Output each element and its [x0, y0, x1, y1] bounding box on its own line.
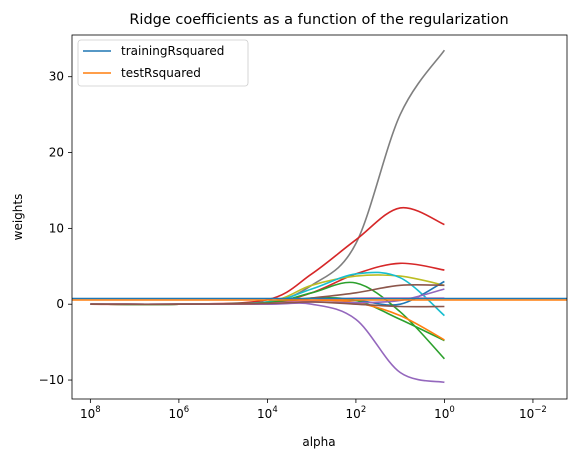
y-axis-ticks: −10 0 10 20 30	[39, 70, 72, 387]
x-axis-label: alpha	[302, 435, 335, 449]
y-tick-label-3: 20	[49, 146, 64, 160]
x-tick-label-5: 10−2	[519, 405, 547, 421]
y-tick-label-1: 0	[56, 297, 64, 311]
y-tick-label-0: −10	[39, 373, 64, 387]
x-tick-label-1: 106	[169, 405, 190, 421]
legend-series-lines	[72, 297, 567, 301]
y-axis-label: weights	[11, 194, 25, 241]
coefficient-paths	[90, 49, 446, 384]
y-tick-label-4: 30	[49, 70, 64, 84]
plot-area-frame	[71, 34, 568, 400]
x-tick-label-0: 108	[80, 405, 101, 421]
legend-label-training: trainingRsquared	[121, 44, 224, 58]
legend: trainingRsquared testRsquared	[77, 39, 249, 87]
coefficient-path-6	[90, 281, 445, 360]
x-tick-label-3: 102	[346, 405, 367, 421]
legend-label-test: testRsquared	[121, 66, 201, 80]
x-axis-ticks: 108 106 104 102 100 10−2	[80, 399, 547, 421]
x-tick-label-2: 104	[257, 405, 278, 421]
chart-title: Ridge coefficients as a function of the …	[129, 12, 508, 28]
coefficient-path-0	[90, 49, 446, 306]
y-tick-label-2: 10	[49, 221, 64, 235]
legend-box	[77, 39, 249, 87]
coefficient-path-1	[90, 206, 445, 306]
coefficient-path-4	[90, 271, 445, 317]
coefficient-path-13	[90, 301, 445, 308]
x-tick-label-4: 100	[434, 405, 455, 421]
